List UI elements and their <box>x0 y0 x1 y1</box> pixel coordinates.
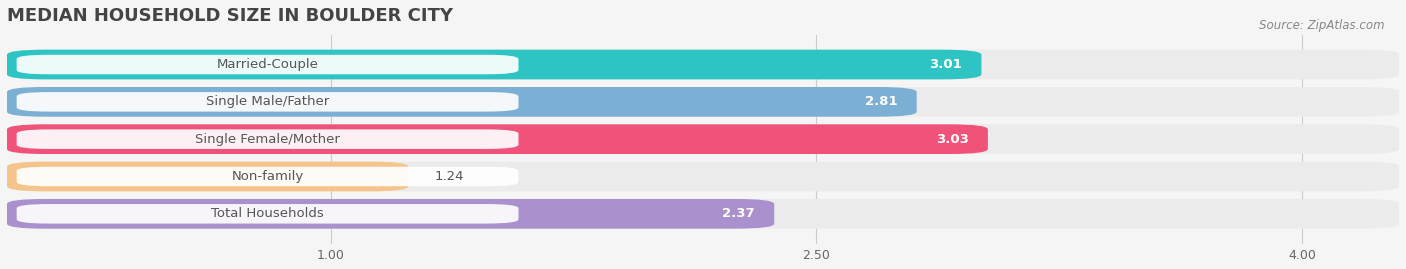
FancyBboxPatch shape <box>7 162 408 191</box>
FancyBboxPatch shape <box>17 92 519 112</box>
Text: 1.24: 1.24 <box>434 170 464 183</box>
Text: Single Male/Father: Single Male/Father <box>205 95 329 108</box>
Text: 3.03: 3.03 <box>935 133 969 146</box>
FancyBboxPatch shape <box>7 199 775 229</box>
Text: MEDIAN HOUSEHOLD SIZE IN BOULDER CITY: MEDIAN HOUSEHOLD SIZE IN BOULDER CITY <box>7 7 453 25</box>
FancyBboxPatch shape <box>7 199 1399 229</box>
Text: 2.37: 2.37 <box>723 207 755 220</box>
FancyBboxPatch shape <box>7 87 1399 117</box>
Text: Married-Couple: Married-Couple <box>217 58 319 71</box>
FancyBboxPatch shape <box>7 50 981 79</box>
FancyBboxPatch shape <box>7 87 917 117</box>
FancyBboxPatch shape <box>17 55 519 74</box>
FancyBboxPatch shape <box>17 204 519 224</box>
FancyBboxPatch shape <box>7 50 1399 79</box>
FancyBboxPatch shape <box>17 167 519 186</box>
Text: Total Households: Total Households <box>211 207 323 220</box>
Text: 2.81: 2.81 <box>865 95 897 108</box>
FancyBboxPatch shape <box>17 129 519 149</box>
Text: Single Female/Mother: Single Female/Mother <box>195 133 340 146</box>
Text: Source: ZipAtlas.com: Source: ZipAtlas.com <box>1260 19 1385 32</box>
FancyBboxPatch shape <box>7 124 988 154</box>
FancyBboxPatch shape <box>7 162 1399 191</box>
FancyBboxPatch shape <box>7 124 1399 154</box>
Text: Non-family: Non-family <box>232 170 304 183</box>
Text: 3.01: 3.01 <box>929 58 962 71</box>
